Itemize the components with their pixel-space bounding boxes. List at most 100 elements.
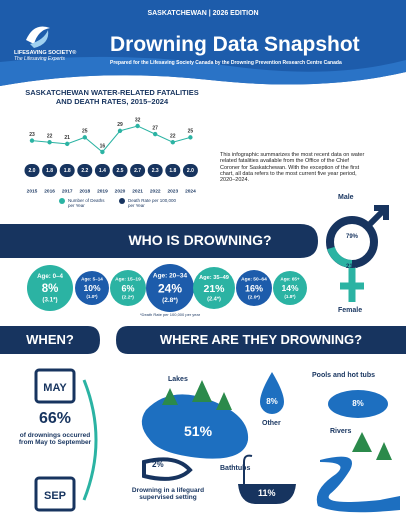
legend-label: Number of Deaths per Year [68, 198, 105, 209]
deaths-label: 21 [64, 135, 70, 141]
rate-bar [182, 164, 198, 177]
pool-shape [328, 390, 388, 418]
chart-title: SASKATCHEWAN WATER-RELATED FATALITIES AN… [25, 88, 199, 106]
deaths-label: 29 [117, 122, 123, 128]
deaths-point [135, 123, 140, 129]
age-pct: 24% [158, 281, 182, 295]
deaths-point [153, 131, 158, 137]
year-label: 2023 [167, 188, 178, 194]
rate-label: 1.8 [64, 168, 71, 174]
header-wave [0, 56, 406, 86]
age-circle [273, 271, 307, 305]
age-label: Age: 65+ [280, 277, 300, 282]
legend-swatch [59, 198, 65, 204]
deaths-label: 25 [82, 129, 88, 135]
footnote: *Death Rate per 100,000 per year [140, 312, 201, 317]
deaths-label: 22 [170, 134, 176, 140]
rate-bar [130, 164, 146, 177]
year-label: 2022 [150, 188, 161, 194]
year-label: 2017 [62, 188, 73, 194]
bathtub-shape [238, 484, 296, 504]
female-pct: 21% [345, 264, 358, 270]
age-pct: 10% [83, 283, 100, 293]
female-ring [327, 246, 353, 268]
location-label: Pools and hot tubs [312, 372, 375, 379]
year-label: 2024 [185, 188, 196, 194]
deaths-label: 27 [152, 125, 158, 131]
rate-bar [94, 164, 110, 177]
age-rate: (2.4*) [207, 296, 221, 302]
rate-bar [77, 164, 93, 177]
location-pct: 8% [266, 397, 278, 406]
drop-shape [260, 372, 284, 414]
when-band [0, 326, 100, 354]
location-label: Lakes [168, 376, 188, 383]
section-title: WHERE ARE THEY DROWNING? [159, 332, 363, 347]
river-shape [316, 456, 400, 513]
age-pct: 16% [245, 283, 263, 293]
deaths-line [31, 125, 191, 153]
location-pct: 51% [184, 423, 213, 439]
age-rate: (1.8*) [284, 294, 296, 299]
female-cross [340, 268, 364, 302]
year-label: 2020 [115, 188, 126, 194]
deaths-point [117, 128, 123, 134]
title: Drowning Data Snapshot [110, 33, 360, 56]
location-pct: 2% [152, 460, 164, 469]
age-circle [236, 270, 272, 306]
deaths-label: 25 [188, 129, 194, 135]
section-title: WHO IS DROWNING? [128, 232, 272, 248]
deaths-point [170, 140, 175, 145]
deaths-point [29, 138, 35, 143]
rescue-board [142, 457, 193, 481]
where-band [116, 326, 406, 354]
male-arrow [365, 205, 389, 229]
age-circle [146, 264, 194, 312]
rate-label: 1.8 [46, 168, 53, 174]
age-label: Age: 0–4 [37, 273, 63, 280]
age-circle [110, 270, 146, 306]
female-label: Female [338, 307, 363, 314]
year-label: 2021 [132, 188, 143, 194]
location-pct: 8% [352, 399, 364, 408]
trees [162, 380, 232, 410]
intro-text: This infographic summarizes the most rec… [220, 152, 365, 184]
rate-bar [112, 164, 128, 177]
age-label: Age: 20–34 [153, 273, 188, 280]
deaths-point [65, 141, 70, 147]
age-pct: 14% [281, 283, 298, 293]
age-circle [193, 267, 235, 309]
year-label: 2018 [79, 188, 90, 194]
year-label: 2015 [27, 188, 38, 194]
logo-mark [30, 30, 49, 48]
age-pct: 21% [203, 283, 225, 295]
who-band [0, 224, 318, 258]
logo-text: LIFESAVING SOCIETY® [14, 50, 77, 56]
location-label: Bathtubs [220, 465, 251, 472]
rate-label: 2.0 [29, 168, 36, 174]
deaths-point [82, 135, 88, 140]
deaths-point [100, 149, 105, 155]
male-pct: 79% [345, 234, 358, 240]
deaths-label: 32 [135, 117, 141, 123]
section-title: WHEN? [26, 332, 74, 347]
trees [352, 432, 392, 460]
rate-bar [165, 164, 181, 177]
deaths-label: 16 [100, 143, 106, 149]
rate-label: 2.7 [134, 168, 141, 174]
age-label: Age: 35–49 [199, 275, 229, 281]
calendar-month: MAY [43, 382, 67, 394]
tagline: The Lifesaving Experts [14, 56, 65, 62]
rate-bar [59, 164, 75, 177]
when-text: of drownings occurred from May to Septem… [18, 432, 92, 447]
location-pct: 22% [352, 488, 373, 499]
age-circle [27, 265, 73, 311]
calendar-icon [34, 368, 76, 404]
location-label: Other [262, 420, 281, 427]
year-label: 2016 [44, 188, 55, 194]
male-label: Male [338, 194, 354, 201]
deaths-label: 23 [29, 132, 35, 138]
when-pct: 66% [38, 410, 72, 427]
rate-label: 1.8 [169, 168, 176, 174]
